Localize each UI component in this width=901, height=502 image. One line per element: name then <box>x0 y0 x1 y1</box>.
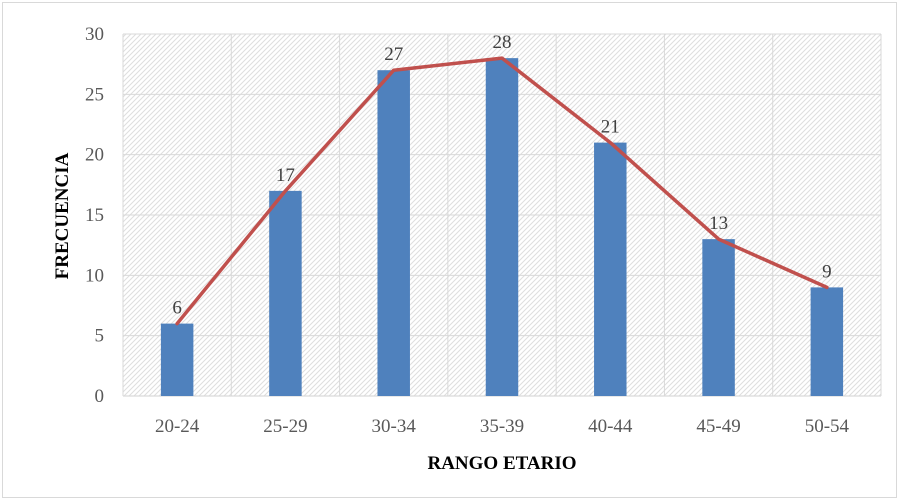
data-label: 6 <box>172 298 182 319</box>
bar <box>594 142 627 396</box>
series-line <box>175 56 829 326</box>
bars <box>160 58 844 397</box>
x-tick-label: 25-29 <box>263 416 307 437</box>
bar <box>269 190 302 396</box>
y-tick-label: 20 <box>85 145 104 166</box>
data-label: 13 <box>709 213 728 234</box>
bar <box>160 323 194 396</box>
data-labels: 6 17 27 28 21 13 9 <box>172 32 831 318</box>
trend-line-layer <box>175 56 829 326</box>
y-tick-label: 25 <box>85 84 104 105</box>
y-tick-label: 10 <box>85 265 104 286</box>
bar <box>485 58 519 397</box>
data-label: 28 <box>493 32 512 53</box>
bar <box>377 70 410 396</box>
x-tick-label: 50-54 <box>805 416 850 437</box>
data-label: 17 <box>276 165 295 186</box>
x-tick-label: 20-24 <box>155 416 200 437</box>
x-tick-label: 40-44 <box>588 416 633 437</box>
y-tick-label: 5 <box>95 326 105 347</box>
x-tick-label: 30-34 <box>372 416 417 437</box>
y-tick-label: 30 <box>85 24 104 45</box>
data-label: 27 <box>384 44 403 65</box>
bar <box>702 239 735 396</box>
x-tick-label: 45-49 <box>696 416 740 437</box>
data-label: 21 <box>601 117 620 138</box>
tick-labels: 0 5 10 15 20 25 30 20-24 25-29 30-34 35-39 40-44 45-… <box>85 24 850 437</box>
y-axis-title: FRECUENCIA <box>52 152 73 279</box>
x-axis-title: RANGO ETARIO <box>427 453 576 474</box>
data-label: 9 <box>822 261 832 282</box>
y-tick-label: 15 <box>85 205 104 226</box>
y-tick-label: 0 <box>95 386 105 407</box>
x-tick-label: 35-39 <box>480 416 524 437</box>
bar <box>810 287 844 396</box>
